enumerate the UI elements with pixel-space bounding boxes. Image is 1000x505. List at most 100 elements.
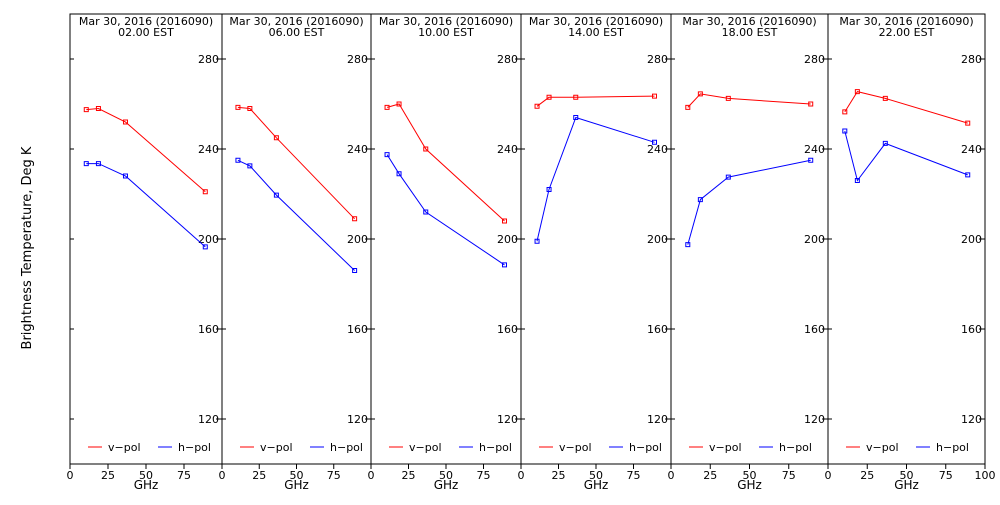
v-pol-point: [502, 218, 507, 224]
legend-label: v−pol: [108, 441, 141, 454]
v-pol-point: [882, 95, 888, 101]
panel-5: Mar 30, 2016 (2016090)18.00 EST 120 160 200…: [668, 13, 829, 492]
panel-title-date: Mar 30, 2016 (2016090): [379, 15, 513, 28]
h-pol-point: [725, 174, 731, 180]
legend-label: h−pol: [629, 441, 662, 454]
v-pol-point: [685, 104, 691, 110]
h-pol-point: [652, 139, 657, 145]
h-pol-point: [423, 209, 429, 215]
h-pol-point: [384, 152, 390, 158]
v-pol-point: [122, 119, 128, 125]
h-pol-point: [882, 140, 888, 146]
panel-1: Mar 30, 2016 (2016090)02.00 EST 120 160 200…: [67, 13, 223, 492]
v-pol-point: [965, 120, 971, 126]
panel-6: Mar 30, 2016 (2016090)22.00 EST 120 160 200…: [825, 13, 996, 492]
y-tick-label: 200: [804, 233, 825, 246]
y-tick-label: 280: [961, 53, 982, 66]
x-tick-label: 25: [860, 469, 874, 482]
x-tick-label: 75: [627, 469, 641, 482]
panel-3: Mar 30, 2016 (2016090)10.00 EST 120 160 200…: [368, 13, 522, 492]
v-pol-point: [235, 104, 241, 110]
y-tick-label: 280: [804, 53, 825, 66]
x-tick-label: 50: [743, 469, 757, 482]
h-pol-point: [546, 187, 552, 192]
h-pol-line: [86, 163, 206, 248]
h-pol-line: [844, 130, 968, 182]
x-tick-label: 25: [703, 469, 717, 482]
v-pol-line: [86, 107, 206, 193]
x-tick-label: 100: [975, 469, 996, 482]
panel-title-date: Mar 30, 2016 (2016090): [529, 15, 663, 28]
y-tick-label: 200: [647, 233, 668, 246]
h-pol-line: [536, 116, 655, 242]
v-pol-point: [83, 107, 89, 113]
x-tick-label: 75: [477, 469, 491, 482]
x-tick-label: 0: [368, 469, 375, 482]
h-pol-point: [83, 161, 89, 167]
y-tick-label: 240: [347, 143, 368, 156]
panel-title-time: 14.00 EST: [568, 26, 624, 39]
h-pol-point: [965, 172, 971, 178]
x-tick-label: 0: [668, 469, 675, 482]
x-tick-label: 0: [518, 469, 525, 482]
x-tick-label: 75: [327, 469, 341, 482]
x-axis-label: GHz: [284, 478, 309, 492]
v-pol-point: [842, 109, 848, 115]
v-pol-line: [386, 103, 505, 222]
h-pol-line: [386, 154, 505, 266]
v-pol-point: [573, 94, 579, 100]
x-tick-label: 25: [402, 469, 416, 482]
v-pol-point: [273, 135, 279, 141]
v-pol-point: [95, 106, 101, 111]
v-pol-point: [247, 106, 253, 111]
panel-title-time: 18.00 EST: [722, 26, 778, 39]
panel-4: Mar 30, 2016 (2016090)14.00 EST 120 160 200…: [518, 13, 672, 492]
y-tick-label: 160: [198, 323, 219, 336]
y-tick-label: 120: [198, 413, 219, 426]
legend-label: h−pol: [779, 441, 812, 454]
panel-title-date: Mar 30, 2016 (2016090): [229, 15, 363, 28]
y-tick-label: 280: [647, 53, 668, 66]
legend-label: h−pol: [936, 441, 969, 454]
v-pol-point: [384, 104, 390, 110]
y-tick-label: 240: [804, 143, 825, 156]
v-pol-point: [202, 189, 208, 195]
h-pol-point: [122, 173, 128, 179]
h-pol-point: [95, 161, 101, 167]
y-tick-label: 240: [961, 143, 982, 156]
h-pol-point: [202, 244, 208, 250]
panel-title-time: 22.00 EST: [879, 26, 935, 39]
x-axis-label: GHz: [894, 478, 919, 492]
y-tick-label: 160: [497, 323, 518, 336]
h-pol-point: [854, 178, 860, 183]
x-axis-label: GHz: [134, 478, 159, 492]
v-pol-point: [697, 91, 703, 97]
y-tick-label: 120: [647, 413, 668, 426]
x-tick-label: 50: [439, 469, 453, 482]
x-tick-label: 75: [177, 469, 191, 482]
v-pol-point: [725, 95, 731, 101]
panel-title-time: 02.00 EST: [118, 26, 174, 39]
y-tick-label: 280: [347, 53, 368, 66]
y-tick-label: 200: [198, 233, 219, 246]
legend-label: h−pol: [330, 441, 363, 454]
x-axis-label: GHz: [584, 478, 609, 492]
h-pol-point: [685, 242, 691, 248]
y-tick-label: 160: [804, 323, 825, 336]
y-tick-label: 160: [961, 323, 982, 336]
h-pol-point: [573, 115, 579, 120]
y-axis-label: Brightness Temperature, Deg K: [20, 146, 35, 349]
v-pol-line: [844, 91, 968, 124]
h-pol-point: [502, 262, 507, 268]
x-tick-label: 25: [101, 469, 115, 482]
x-tick-label: 75: [782, 469, 796, 482]
x-tick-label: 25: [252, 469, 266, 482]
panel-title-date: Mar 30, 2016 (2016090): [79, 15, 213, 28]
h-pol-point: [235, 157, 241, 163]
h-pol-line: [237, 159, 355, 271]
y-tick-label: 240: [198, 143, 219, 156]
v-pol-point: [396, 101, 402, 107]
y-tick-label: 160: [647, 323, 668, 336]
legend-label: v−pol: [409, 441, 442, 454]
